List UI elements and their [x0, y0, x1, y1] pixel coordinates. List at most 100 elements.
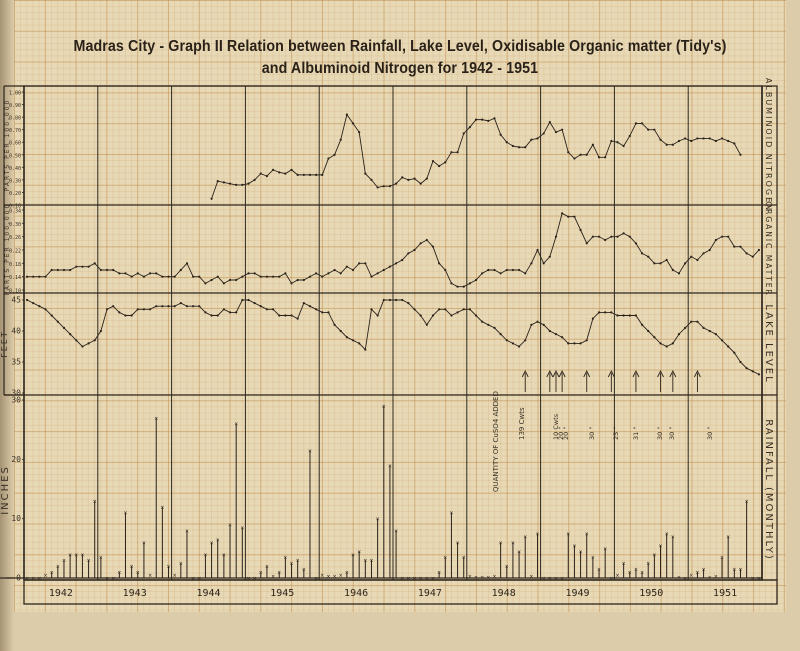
year-labels-row: 1942 1943 1944 1945 1946 1947 1948 1949 1950 1951 [49, 588, 737, 599]
year-label-1951: 1951 [713, 588, 737, 599]
svg-text:×: × [480, 575, 484, 581]
svg-text:×: × [751, 576, 755, 582]
svg-text:×: × [283, 555, 287, 561]
year-label-1947: 1947 [418, 588, 442, 599]
svg-text:×: × [560, 576, 564, 582]
svg-text:×: × [609, 576, 613, 582]
svg-text:×: × [449, 511, 453, 517]
svg-text:×: × [240, 526, 244, 532]
svg-text:×: × [222, 552, 226, 558]
svg-text:×: × [732, 567, 736, 573]
svg-text:×: × [25, 576, 29, 582]
svg-text:0.14: 0.14 [9, 275, 21, 281]
svg-text:×: × [394, 529, 398, 535]
year-label-1948: 1948 [492, 588, 516, 599]
svg-text:0.60: 0.60 [9, 141, 21, 147]
svg-text:×: × [492, 574, 496, 580]
svg-text:×: × [308, 448, 312, 454]
organic-unit-label: PARTS PER 100,000 [4, 203, 11, 296]
svg-text:30 ": 30 " [706, 427, 714, 440]
svg-text:31 ": 31 " [632, 427, 640, 440]
svg-text:×: × [578, 549, 582, 555]
svg-text:30 ": 30 " [588, 427, 596, 440]
svg-text:0.80: 0.80 [9, 116, 21, 122]
year-label-1949: 1949 [565, 588, 589, 599]
svg-text:×: × [714, 574, 718, 580]
svg-text:×: × [259, 570, 263, 576]
svg-text:×: × [689, 573, 693, 579]
svg-text:×: × [548, 576, 552, 582]
svg-text:20 ": 20 " [557, 427, 565, 440]
svg-text:×: × [400, 576, 404, 582]
svg-text:×: × [597, 567, 601, 573]
svg-text:×: × [142, 540, 146, 546]
svg-text:×: × [185, 529, 189, 535]
svg-text:40: 40 [11, 327, 21, 336]
svg-text:×: × [289, 561, 293, 567]
chart-title-line-2: and Albuminoid Nitrogen for 1942 - 1951 [261, 60, 539, 77]
svg-text:×: × [745, 499, 749, 505]
svg-text:×: × [320, 573, 324, 579]
svg-text:×: × [529, 574, 533, 580]
svg-text:×: × [93, 499, 97, 505]
svg-text:×: × [326, 574, 330, 580]
svg-text:×: × [148, 573, 152, 579]
svg-text:0.70: 0.70 [9, 128, 21, 134]
svg-text:×: × [382, 404, 386, 410]
svg-text:×: × [499, 540, 503, 546]
svg-text:×: × [68, 552, 72, 558]
year-label-1944: 1944 [196, 588, 220, 599]
svg-text:×: × [603, 546, 607, 552]
svg-text:×: × [671, 534, 675, 540]
svg-text:×: × [357, 549, 361, 555]
svg-text:0: 0 [16, 574, 21, 583]
svg-text:×: × [542, 576, 546, 582]
svg-text:×: × [585, 532, 589, 538]
svg-text:×: × [572, 543, 576, 549]
cuso4-annotations: QUANTITY OF CuSO4 ADDED 139 Cwts 10 Cwts20… [492, 391, 714, 492]
svg-text:×: × [376, 517, 380, 523]
svg-text:×: × [332, 574, 336, 580]
svg-text:×: × [431, 576, 435, 582]
albuminoid-nitrogen-panel [210, 113, 742, 200]
svg-text:×: × [123, 511, 127, 517]
svg-text:×: × [720, 555, 724, 561]
albuminoid-unit-label: PARTS PER 100,000 [4, 99, 11, 192]
svg-text:139 Cwts: 139 Cwts [518, 407, 526, 440]
svg-text:20 ": 20 " [562, 427, 570, 440]
svg-text:×: × [265, 564, 269, 570]
svg-text:×: × [677, 575, 681, 581]
svg-text:×: × [517, 549, 521, 555]
svg-text:30 ": 30 " [668, 427, 676, 440]
graph-paper [14, 0, 786, 612]
svg-text:0.18: 0.18 [9, 262, 21, 268]
year-label-1943: 1943 [123, 588, 147, 599]
svg-text:×: × [363, 558, 367, 564]
svg-text:×: × [105, 576, 109, 582]
organic-side-label: ORGANIC MATTER [764, 201, 773, 297]
svg-text:×: × [80, 552, 84, 558]
svg-text:0.40: 0.40 [9, 166, 21, 172]
svg-text:×: × [345, 570, 349, 576]
rainfall-panel: × × × × × × × × × × × × × × × × × × × × × × × × × × × × × × × × × × × × × × × ×… [6, 404, 762, 582]
svg-text:10 Cwts: 10 Cwts [552, 413, 560, 440]
svg-text:×: × [443, 555, 447, 561]
svg-text:×: × [738, 567, 742, 573]
svg-text:10: 10 [11, 514, 21, 523]
svg-text:×: × [412, 576, 416, 582]
svg-text:×: × [228, 523, 232, 529]
svg-text:×: × [197, 576, 201, 582]
svg-text:×: × [665, 532, 669, 538]
svg-text:35: 35 [11, 358, 21, 367]
svg-text:×: × [511, 540, 515, 546]
svg-text:×: × [37, 576, 41, 582]
svg-text:×: × [166, 564, 170, 570]
svg-text:×: × [535, 532, 539, 538]
left-axis-labels: 1.00 0.90 0.80 0.70 0.60 0.50 0.40 0.30 0.20 0.10… [0, 91, 24, 583]
svg-text:×: × [203, 552, 207, 558]
svg-text:×: × [136, 570, 140, 576]
svg-text:×: × [271, 574, 275, 580]
svg-text:×: × [216, 537, 220, 543]
svg-text:×: × [339, 573, 343, 579]
